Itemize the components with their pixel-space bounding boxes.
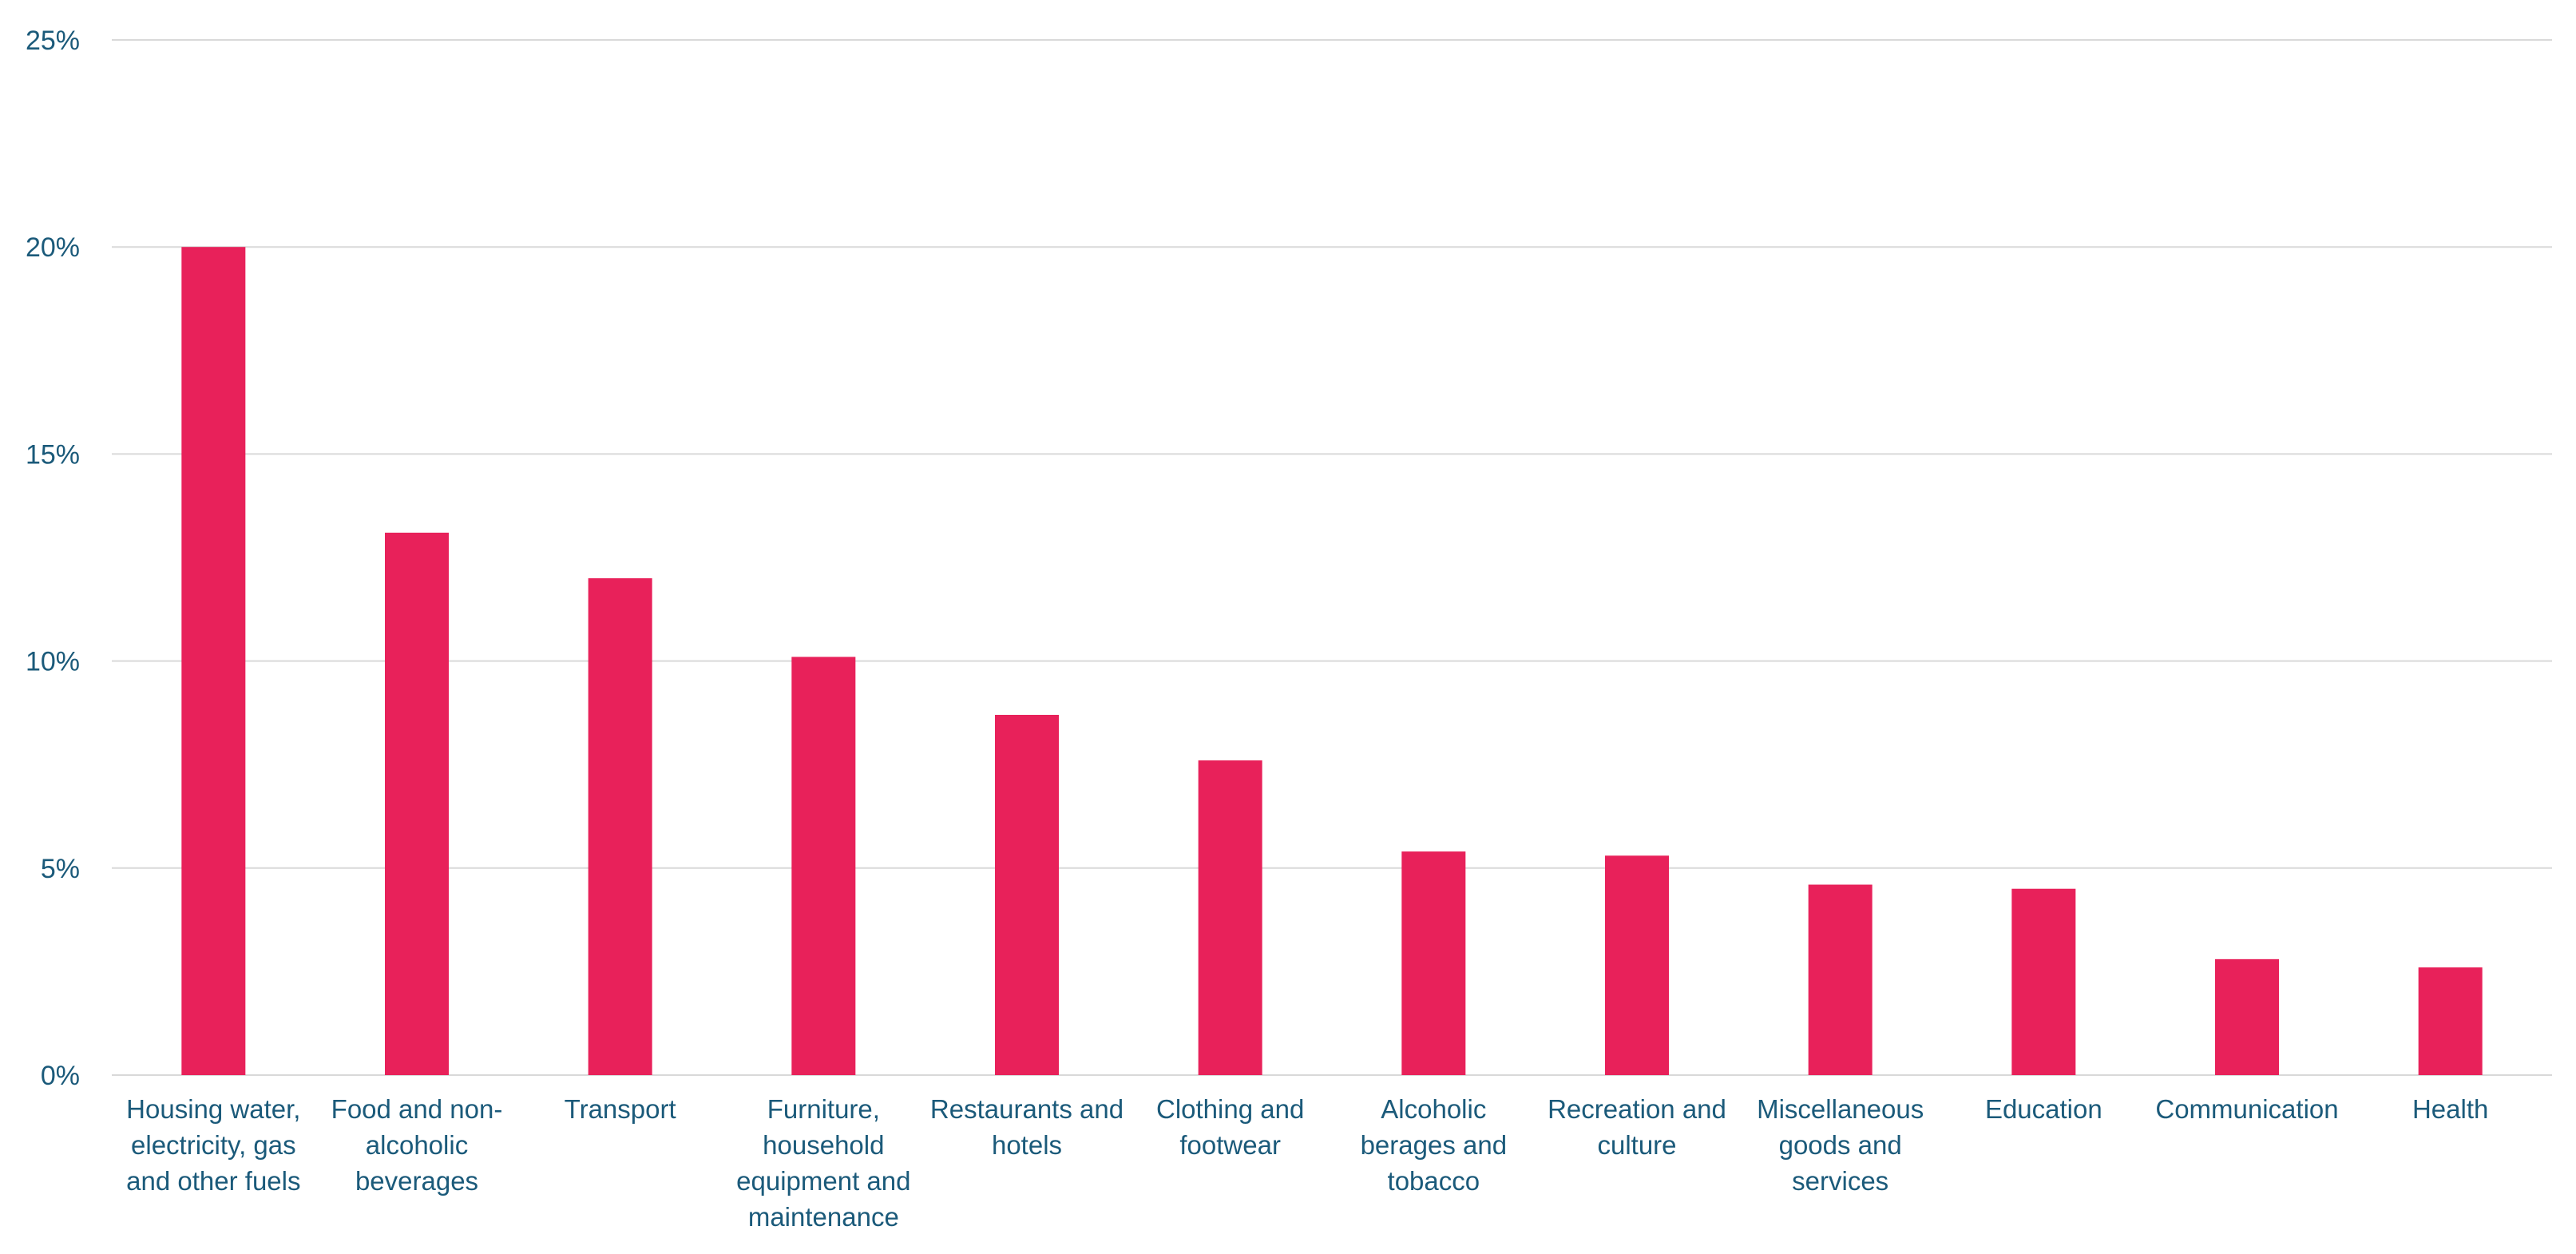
x-category-label-line: Education <box>1985 1094 2102 1124</box>
bar <box>1198 760 1262 1075</box>
x-category-label-line: and other fuels <box>126 1166 300 1196</box>
x-category-label: Restaurants and hotels <box>930 1094 1124 1160</box>
x-category-label: Alcoholic berages and tobacco <box>1361 1094 1507 1196</box>
x-category-label-line: goods and <box>1779 1130 1902 1160</box>
x-category-label: Transport <box>565 1094 676 1124</box>
y-tick-label: 25% <box>26 26 80 56</box>
x-category-label: Furniture, household equipment and maintena… <box>736 1094 910 1232</box>
x-category-label: Miscellaneous goods and services <box>1757 1094 1924 1196</box>
x-category-label: Food and non-alcoholic beverages <box>331 1094 503 1196</box>
x-category-label: Recreation and culture <box>1548 1094 1726 1160</box>
x-category-label-line: equipment and <box>736 1166 910 1196</box>
x-axis-category-labels: Housing water, electricity, gas and other … <box>126 1094 2488 1232</box>
x-category-label-line: services <box>1792 1166 1888 1196</box>
x-category-label-line: Transport <box>565 1094 676 1124</box>
y-tick-label: 20% <box>26 232 80 263</box>
gridlines <box>112 39 2552 1076</box>
y-tick-label: 10% <box>26 647 80 677</box>
x-category-label-line: Housing water, <box>126 1094 300 1124</box>
bars <box>181 247 2483 1076</box>
y-axis-tick-labels: 0% 5% 10% 15% 20% 25% <box>26 26 80 1091</box>
x-category-label-line: Food and non- <box>331 1094 503 1124</box>
x-category-label-line: footwear <box>1179 1130 1281 1160</box>
x-category-label-line: alcoholic <box>366 1130 468 1160</box>
x-category-label-line: hotels <box>992 1130 1062 1160</box>
x-category-label-line: Furniture, <box>767 1094 880 1124</box>
y-tick-label: 15% <box>26 439 80 470</box>
bar <box>2011 888 2076 1075</box>
x-category-label-line: culture <box>1597 1130 1676 1160</box>
bar <box>1605 855 1669 1075</box>
x-category-label-line: Restaurants and <box>930 1094 1124 1124</box>
x-category-label-line: Miscellaneous <box>1757 1094 1924 1124</box>
bar <box>995 714 1059 1075</box>
x-category-label: Health <box>2412 1094 2488 1124</box>
x-category-label-line: household <box>763 1130 884 1160</box>
x-category-label: Clothing and footwear <box>1156 1094 1304 1160</box>
bar <box>181 247 246 1076</box>
bar <box>385 532 449 1075</box>
bar <box>1401 851 1466 1075</box>
x-category-label-line: maintenance <box>748 1202 899 1232</box>
y-tick-label: 5% <box>41 854 80 884</box>
bar <box>1808 884 1873 1075</box>
x-category-label-line: Clothing and <box>1156 1094 1304 1124</box>
x-category-label: Housing water, electricity, gas and other … <box>126 1094 300 1196</box>
bar <box>791 657 856 1075</box>
x-category-label-line: Communication <box>2155 1094 2338 1124</box>
bar <box>2215 958 2279 1075</box>
y-tick-label: 0% <box>41 1061 80 1091</box>
x-category-label-line: Health <box>2412 1094 2488 1124</box>
x-category-label-line: Alcoholic <box>1381 1094 1486 1124</box>
x-category-label-line: beverages <box>355 1166 478 1196</box>
x-category-label: Communication <box>2155 1094 2338 1124</box>
x-category-label-line: electricity, gas <box>131 1130 296 1160</box>
x-category-label-line: Recreation and <box>1548 1094 1726 1124</box>
x-category-label-line: tobacco <box>1388 1166 1480 1196</box>
x-category-label-line: berages and <box>1361 1130 1507 1160</box>
bar <box>588 577 652 1075</box>
bar <box>2418 967 2483 1075</box>
x-category-label: Education <box>1985 1094 2102 1124</box>
